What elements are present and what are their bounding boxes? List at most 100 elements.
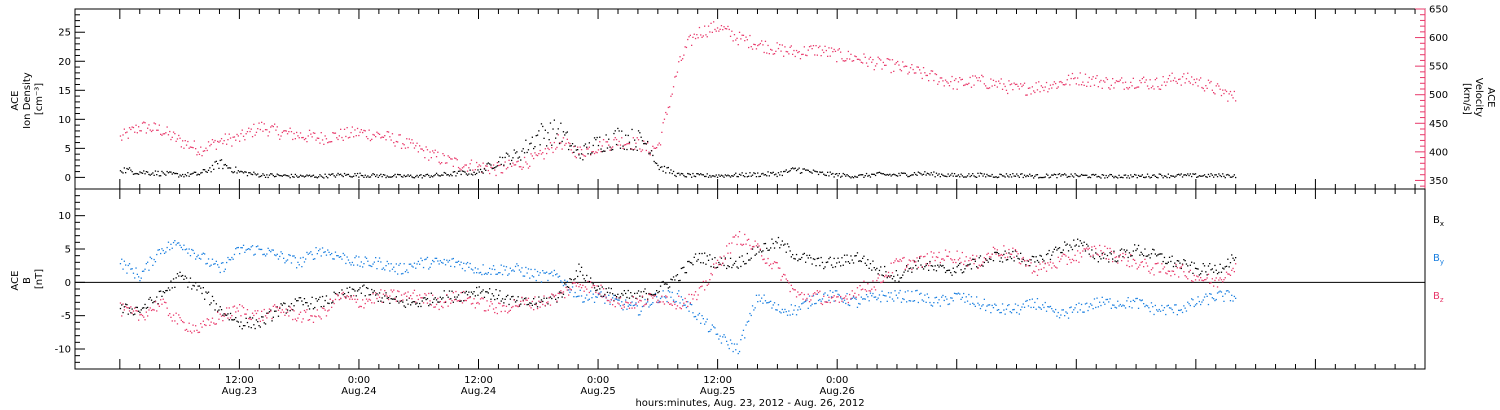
velocity-point bbox=[540, 150, 541, 151]
density-point bbox=[476, 173, 477, 174]
by-point bbox=[1065, 311, 1066, 312]
bx-point bbox=[1036, 256, 1037, 257]
velocity-point bbox=[1194, 79, 1195, 80]
bx-point bbox=[1074, 245, 1075, 246]
velocity-point bbox=[296, 132, 297, 133]
bz-point bbox=[932, 256, 933, 257]
bx-point bbox=[527, 304, 528, 305]
velocity-point bbox=[958, 81, 959, 82]
velocity-point bbox=[176, 141, 177, 142]
velocity-point bbox=[242, 130, 243, 131]
velocity-point bbox=[647, 142, 648, 143]
density-point bbox=[813, 170, 814, 171]
by-point bbox=[817, 294, 818, 295]
density-point bbox=[125, 172, 126, 173]
velocity-point bbox=[1038, 81, 1039, 82]
bz-point bbox=[317, 309, 318, 310]
velocity-point bbox=[1115, 82, 1116, 83]
bx-point bbox=[694, 257, 695, 258]
by-point bbox=[318, 250, 319, 251]
density-point bbox=[191, 173, 192, 174]
x-tick-date-label: Aug.26 bbox=[819, 386, 854, 397]
bz-point bbox=[599, 294, 600, 295]
bx-point bbox=[495, 289, 496, 290]
bx-point bbox=[1172, 256, 1173, 257]
bx-point bbox=[490, 299, 491, 300]
velocity-point bbox=[972, 75, 973, 76]
bz-point bbox=[995, 253, 996, 254]
bx-point bbox=[318, 299, 319, 300]
velocity-point bbox=[729, 29, 730, 30]
bz-point bbox=[354, 299, 355, 300]
density-point bbox=[388, 176, 389, 177]
density-point bbox=[374, 174, 375, 175]
bx-point bbox=[761, 251, 762, 252]
density-point bbox=[451, 175, 452, 176]
by-point bbox=[788, 310, 789, 311]
bz-point bbox=[712, 274, 713, 275]
velocity-point bbox=[488, 170, 489, 171]
velocity-point bbox=[461, 169, 462, 170]
bx-point bbox=[845, 261, 846, 262]
bx-point bbox=[383, 302, 384, 303]
density-point bbox=[818, 174, 819, 175]
bz-point bbox=[903, 257, 904, 258]
density-point bbox=[691, 177, 692, 178]
bz-point bbox=[998, 255, 999, 256]
bz-point bbox=[124, 309, 125, 310]
velocity-point bbox=[699, 27, 700, 28]
bx-point bbox=[419, 303, 420, 304]
density-point bbox=[1094, 175, 1095, 176]
by-point bbox=[426, 258, 427, 259]
by-point bbox=[929, 302, 930, 303]
bz-point bbox=[1174, 274, 1175, 275]
bz-point bbox=[314, 315, 315, 316]
bx-point bbox=[941, 266, 942, 267]
bz-point bbox=[1116, 256, 1117, 257]
velocity-point bbox=[815, 45, 816, 46]
bx-point bbox=[1043, 260, 1044, 261]
density-point bbox=[586, 147, 587, 148]
bz-point bbox=[578, 286, 579, 287]
bz-point bbox=[1135, 263, 1136, 264]
by-point bbox=[335, 252, 336, 253]
bz-point bbox=[841, 301, 842, 302]
by-point bbox=[240, 247, 241, 248]
bz-point bbox=[638, 301, 639, 302]
bz-point bbox=[1090, 256, 1091, 257]
density-point bbox=[376, 174, 377, 175]
bz-point bbox=[853, 295, 854, 296]
by-point bbox=[1100, 305, 1101, 306]
b-field-tick-label: -10 bbox=[55, 345, 71, 356]
bz-point bbox=[1208, 274, 1209, 275]
x-tick-date-label: Aug.23 bbox=[222, 386, 257, 397]
density-point bbox=[660, 167, 661, 168]
bx-point bbox=[1017, 258, 1018, 259]
bx-point bbox=[315, 298, 316, 299]
bz-point bbox=[1049, 264, 1050, 265]
bx-point bbox=[823, 268, 824, 269]
bz-point bbox=[322, 307, 323, 308]
by-point bbox=[413, 266, 414, 267]
bx-point bbox=[310, 303, 311, 304]
by-point bbox=[264, 254, 265, 255]
bz-point bbox=[256, 313, 257, 314]
velocity-point bbox=[694, 34, 695, 35]
density-point bbox=[944, 175, 945, 176]
density-point bbox=[770, 172, 771, 173]
density-point bbox=[261, 175, 262, 176]
bx-point bbox=[782, 240, 783, 241]
by-point bbox=[300, 257, 301, 258]
velocity-point bbox=[278, 134, 279, 135]
bz-point bbox=[690, 302, 691, 303]
bx-point bbox=[135, 307, 136, 308]
bx-point bbox=[1163, 261, 1164, 262]
velocity-point bbox=[155, 123, 156, 124]
bz-point bbox=[1096, 253, 1097, 254]
bx-point bbox=[382, 297, 383, 298]
bz-point bbox=[1146, 262, 1147, 263]
density-point bbox=[340, 174, 341, 175]
bz-point bbox=[929, 263, 930, 264]
density-point bbox=[708, 177, 709, 178]
by-point bbox=[1008, 304, 1009, 305]
